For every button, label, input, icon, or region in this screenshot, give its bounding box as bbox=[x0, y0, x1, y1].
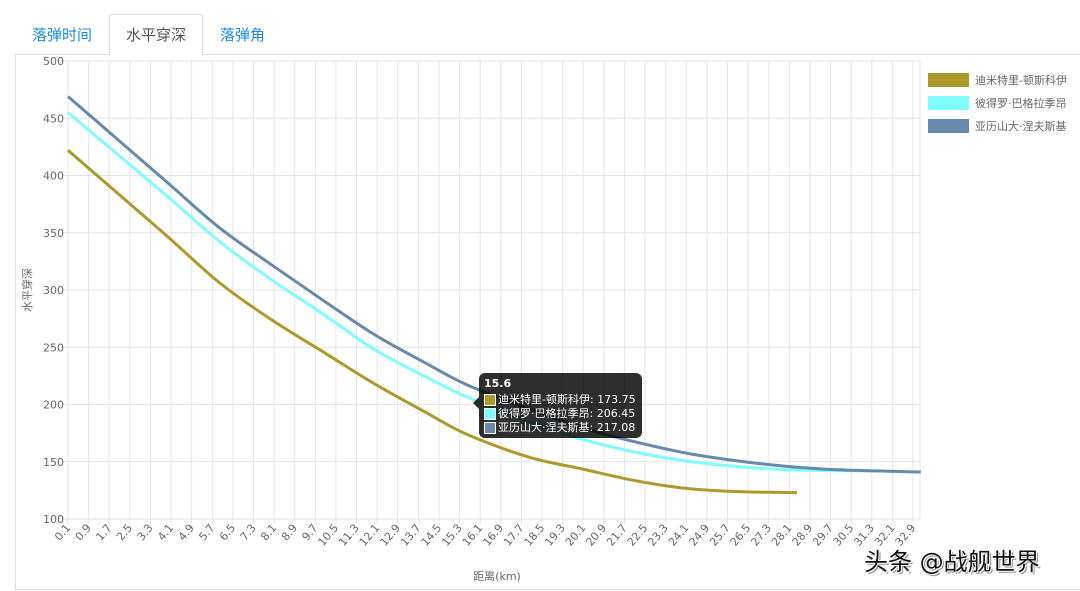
y-tick-label: 250 bbox=[43, 341, 64, 354]
x-axis-title: 距离(km) bbox=[473, 569, 521, 583]
x-tick-label: 21.7 bbox=[604, 522, 630, 549]
tab-fall-angle[interactable]: 落弹角 bbox=[220, 26, 266, 44]
x-tick-label: 16.9 bbox=[480, 522, 506, 549]
x-tick-label: 5.7 bbox=[196, 522, 217, 544]
series-line-3 bbox=[67, 95, 921, 474]
x-tick-label: 11.3 bbox=[336, 522, 362, 549]
y-tick-label: 450 bbox=[43, 112, 64, 125]
tooltip-swatch bbox=[484, 394, 496, 406]
legend-item-pyotr-bagration[interactable]: 彼得罗·巴格拉季昂 bbox=[928, 91, 1067, 114]
y-tick-label: 200 bbox=[43, 399, 64, 412]
watermark: 头条 @战舰世界 bbox=[864, 548, 1040, 576]
x-tick-label: 28.9 bbox=[790, 522, 816, 549]
x-tick-label: 14.5 bbox=[419, 522, 445, 549]
x-tick-label: 28.1 bbox=[769, 522, 795, 549]
x-tick-label: 3.3 bbox=[135, 522, 156, 544]
y-tick-label: 500 bbox=[43, 55, 64, 68]
x-tick-label: 15.3 bbox=[439, 522, 465, 549]
x-tick-label: 12.1 bbox=[357, 522, 383, 549]
x-tick-label: 24.9 bbox=[686, 522, 712, 549]
x-tick-label: 17.7 bbox=[501, 522, 527, 549]
chart-panel bbox=[15, 54, 1080, 590]
x-tick-label: 1.7 bbox=[93, 522, 114, 544]
y-tick-label: 350 bbox=[43, 227, 64, 240]
tooltip-row: 彼得罗·巴格拉季昂: 206.45 bbox=[484, 407, 636, 421]
tooltip-row: 亚历山大·涅夫斯基: 217.08 bbox=[484, 421, 636, 435]
x-tick-label: 4.9 bbox=[176, 522, 197, 544]
x-tick-label: 19.3 bbox=[542, 522, 568, 549]
x-tick-label: 20.9 bbox=[583, 522, 609, 549]
x-tick-label: 8.1 bbox=[258, 522, 279, 544]
legend-swatch bbox=[928, 95, 969, 110]
x-tick-label: 6.5 bbox=[217, 522, 238, 544]
legend-swatch bbox=[928, 118, 969, 133]
tooltip-title: 15.6 bbox=[484, 377, 512, 390]
legend-item-dmitri-donskoi[interactable]: 迪米特里-顿斯科伊 bbox=[928, 68, 1067, 91]
tooltip-value: 迪米特里-顿斯科伊: 173.75 bbox=[498, 393, 636, 406]
series-line-1 bbox=[67, 149, 798, 495]
y-tick-label: 400 bbox=[43, 170, 64, 183]
series-line-2 bbox=[67, 111, 870, 473]
tooltip-row: 迪米特里-顿斯科伊: 173.75 bbox=[484, 393, 636, 407]
x-tick-label: 27.3 bbox=[748, 522, 774, 549]
x-tick-label: 2.5 bbox=[114, 522, 135, 544]
legend-label: 亚历山大·涅夫斯基 bbox=[975, 119, 1067, 133]
x-tick-label: 24.1 bbox=[666, 522, 692, 549]
tab-fall-time[interactable]: 落弹时间 bbox=[32, 26, 93, 44]
grid bbox=[62, 60, 921, 524]
x-tick-label: 30.5 bbox=[831, 522, 857, 549]
y-tick-label: 300 bbox=[43, 284, 64, 297]
x-tick-label: 22.5 bbox=[625, 522, 651, 549]
tab-bar: 落弹时间 水平穿深 落弹角 bbox=[15, 14, 282, 56]
tooltip: 15.6 迪米特里-顿斯科伊: 173.75 彼得罗·巴格拉季昂: 206.45… bbox=[473, 373, 642, 438]
x-tick-label: 8.9 bbox=[279, 522, 300, 544]
x-tick-label: 16.1 bbox=[460, 522, 486, 549]
legend-item-alexander-nevsky[interactable]: 亚历山大·涅夫斯基 bbox=[928, 114, 1067, 137]
tab-horizontal-penetration[interactable]: 水平穿深 bbox=[109, 14, 204, 56]
y-tick-label: 150 bbox=[43, 456, 64, 469]
x-tick-label: 20.1 bbox=[563, 522, 589, 549]
x-tick-label: 7.3 bbox=[238, 522, 259, 544]
series-lines bbox=[67, 95, 921, 495]
legend-swatch bbox=[928, 72, 969, 87]
x-tick-label: 12.9 bbox=[377, 522, 403, 549]
x-tick-label: 29.7 bbox=[810, 522, 836, 549]
tooltip-swatch bbox=[484, 408, 496, 420]
y-axis-title: 水平穿深 bbox=[20, 268, 34, 312]
x-tick-label: 0.9 bbox=[73, 522, 94, 544]
y-tick-label: 100 bbox=[43, 513, 64, 526]
x-tick-label: 13.7 bbox=[398, 522, 424, 549]
tooltip-swatch bbox=[484, 422, 496, 434]
x-tick-label: 10.5 bbox=[316, 522, 342, 549]
x-tick-label: 4.1 bbox=[155, 522, 176, 544]
tooltip-value: 彼得罗·巴格拉季昂: 206.45 bbox=[498, 407, 636, 420]
x-tick-label: 25.7 bbox=[707, 522, 733, 549]
x-tick-label: 23.3 bbox=[645, 522, 671, 549]
tooltip-value: 亚历山大·涅夫斯基: 217.08 bbox=[498, 421, 636, 434]
legend-label: 彼得罗·巴格拉季昂 bbox=[975, 96, 1067, 110]
legend-label: 迪米特里-顿斯科伊 bbox=[975, 73, 1067, 87]
legend: 迪米特里-顿斯科伊 彼得罗·巴格拉季昂 亚历山大·涅夫斯基 bbox=[928, 68, 1067, 137]
x-tick-label: 26.5 bbox=[728, 522, 754, 549]
x-tick-label: 18.5 bbox=[522, 522, 548, 549]
